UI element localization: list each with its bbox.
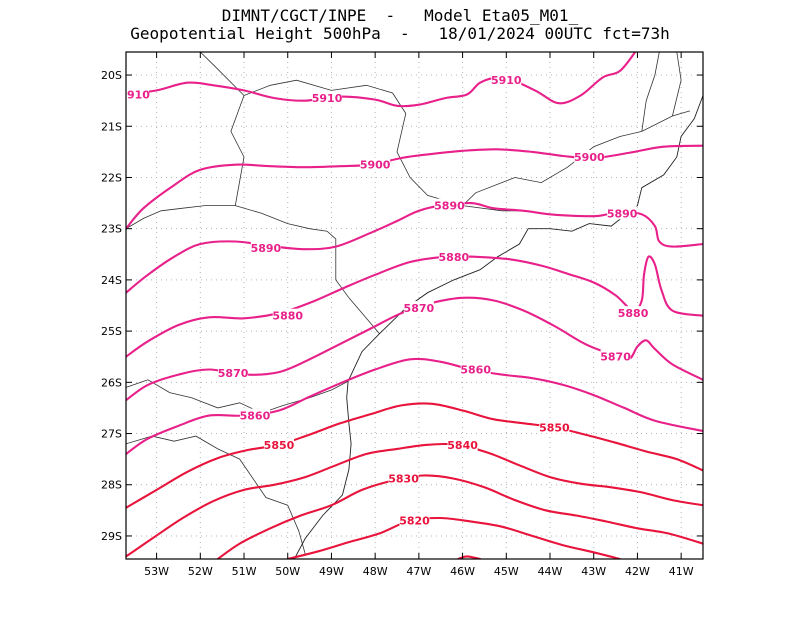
contour-label: 5900 xyxy=(574,151,605,164)
contour-label-bg xyxy=(263,437,294,451)
lon-tick-label: 51W xyxy=(232,565,257,578)
contour-label: 5860 xyxy=(240,410,271,423)
lon-tick-label: 47W xyxy=(406,565,431,578)
contour-label: 5910 xyxy=(491,74,522,87)
lon-tick-label: 44W xyxy=(538,565,563,578)
contour-5880 xyxy=(126,255,703,358)
contour-label-bg xyxy=(539,420,570,434)
lat-tick-label: 26S xyxy=(101,376,122,389)
lon-tick-label: 45W xyxy=(494,565,519,578)
contour-label: 5870 xyxy=(600,351,631,364)
lon-tick-label: 49W xyxy=(319,565,344,578)
plot-frame xyxy=(125,51,704,560)
contour-label-bg xyxy=(403,301,434,315)
state-border xyxy=(126,205,380,334)
lat-tick-label: 25S xyxy=(101,325,122,338)
contour-label-bg xyxy=(312,91,343,105)
lon-tick-label: 53W xyxy=(144,565,169,578)
lat-tick-label: 28S xyxy=(101,479,122,492)
contour-label: 5900 xyxy=(360,159,391,172)
contour-label: 5850 xyxy=(264,439,295,452)
lat-tick-label: 23S xyxy=(101,223,122,236)
chart-title-line1: DIMNT/CGCT/INPE - Model Eta05_M01_ xyxy=(221,6,579,25)
contour-label: 5860 xyxy=(460,364,491,377)
lat-tick-label: 24S xyxy=(101,274,122,287)
lon-tick-label: 41W xyxy=(669,565,694,578)
state-border xyxy=(641,52,660,132)
coastline xyxy=(293,95,703,559)
contour-label: 5850 xyxy=(539,421,570,434)
state-border xyxy=(672,52,682,117)
contour-label: 5890 xyxy=(607,207,638,220)
contour-label: 5890 xyxy=(251,242,282,255)
contour-label-bg xyxy=(399,513,430,527)
lat-tick-label: 27S xyxy=(101,428,122,441)
lat-tick-label: 29S xyxy=(101,530,122,543)
contour-label-bg xyxy=(239,408,270,422)
chart-title-line2: Geopotential Height 500hPa - 18/01/2024 … xyxy=(130,24,670,43)
state-border xyxy=(200,52,245,96)
contour-label: 5870 xyxy=(404,302,435,315)
contour-5840 xyxy=(126,442,703,558)
contour-label-bg xyxy=(126,87,149,101)
lon-tick-label: 50W xyxy=(275,565,300,578)
contour-label: 910 xyxy=(127,89,150,102)
contour-label: 5890 xyxy=(434,200,465,213)
contour-label-bg xyxy=(618,306,649,320)
state-border xyxy=(126,379,349,414)
contour-5830 xyxy=(216,474,703,559)
contour-label-bg xyxy=(600,349,631,363)
contour-label: 5880 xyxy=(439,251,470,264)
contour-label: 5880 xyxy=(272,310,303,323)
contour-label-bg xyxy=(574,149,605,163)
contour-5910 xyxy=(126,52,637,108)
contour-label-bg xyxy=(218,366,249,380)
lon-tick-label: 42W xyxy=(625,565,650,578)
axis-ticks: 53W 52W 51W 50W 49W 48W 47W 46W 45W 44W 43W 42W 41W 2… xyxy=(101,52,703,578)
contour-label: 5870 xyxy=(218,367,249,380)
lat-tick-label: 22S xyxy=(101,171,122,184)
contour-label-bg xyxy=(491,73,522,87)
contour-label-bg xyxy=(438,249,469,263)
contour-label-bg xyxy=(447,437,478,451)
lon-tick-label: 52W xyxy=(188,565,213,578)
contour-label-bg xyxy=(607,206,638,220)
lat-tick-label: 21S xyxy=(101,120,122,133)
contour-5850 xyxy=(126,402,703,509)
contour-label-bg xyxy=(388,471,419,485)
contour-label-bg xyxy=(360,157,391,171)
contour-label-bg xyxy=(460,362,491,376)
lon-tick-label: 46W xyxy=(450,565,475,578)
contour-label: 5840 xyxy=(447,439,478,452)
state-border xyxy=(126,435,306,555)
contour-label-bg xyxy=(434,198,465,212)
contour-label: 5830 xyxy=(388,473,419,486)
lon-tick-label: 48W xyxy=(363,565,388,578)
contour-5860 xyxy=(126,357,703,456)
contour-5820 xyxy=(286,516,621,559)
contour-partial xyxy=(457,555,482,559)
contour-label-bg xyxy=(250,241,281,255)
contour-labels: 910 5910 5910 5900 5900 5890 5890 5890 5880 5880 5… xyxy=(126,73,649,528)
lat-tick-label: 20S xyxy=(101,69,122,82)
contour-label: 5820 xyxy=(399,515,430,528)
contour-label: 5880 xyxy=(618,307,649,320)
lon-tick-label: 43W xyxy=(581,565,606,578)
contour-label: 5910 xyxy=(312,92,343,105)
contour-label-bg xyxy=(272,308,303,322)
